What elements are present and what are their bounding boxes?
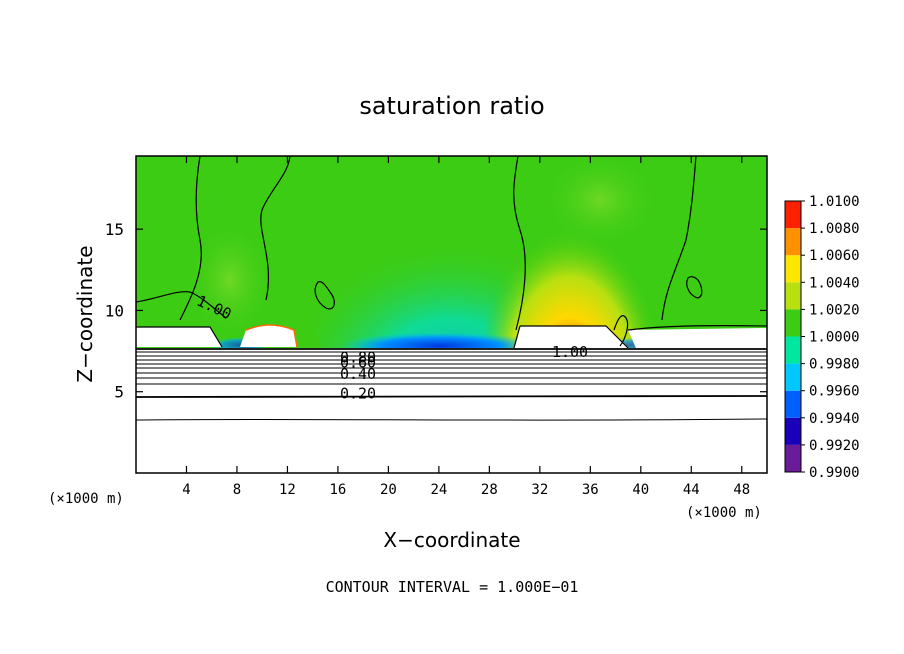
colorbar-swatch (785, 228, 801, 256)
y-tick-label: 5 (114, 383, 124, 402)
x-tick-label: 48 (733, 482, 750, 498)
lower-layer (136, 348, 767, 473)
colorbar-swatch (785, 444, 801, 472)
annotation-label: 1.00 (552, 343, 588, 361)
colorbar-label: 1.0080 (809, 221, 860, 237)
cloud-region (240, 325, 297, 347)
colorbar: 0.9900 0.9920 0.9940 0.9960 0.9980 1.0000 1.00… (784, 194, 860, 481)
y-axis-ticks: 5 10 15 (105, 220, 767, 402)
y-unit-label: (×1000 m) (686, 505, 762, 521)
x-tick-label: 16 (329, 482, 346, 498)
footer-note: CONTOUR INTERVAL = 1.000E−01 (326, 578, 579, 596)
colorbar-label: 1.0020 (809, 302, 860, 318)
contour-label: 0.20 (340, 384, 376, 402)
colorbar-label: 0.9980 (809, 357, 860, 373)
x-tick-label: 32 (531, 482, 548, 498)
contour-labels: 0.200.400.600.80 (340, 349, 376, 403)
colorbar-label: 0.9960 (809, 384, 860, 400)
x-tick-label: 20 (380, 482, 397, 498)
colorbar-swatch (785, 390, 801, 418)
colorbar-label: 1.0040 (809, 275, 860, 291)
contour-label: 0.60 (340, 353, 376, 371)
colorbar-label: 1.0000 (809, 330, 860, 346)
x-tick-label: 28 (481, 482, 498, 498)
heatmap-field (136, 156, 767, 473)
plot-frame (135, 155, 768, 474)
cloud-region (628, 328, 767, 348)
field-contours (136, 156, 767, 349)
x-unit-label: (×1000 m) (48, 491, 124, 507)
x-axis-label: X−coordinate (383, 528, 520, 552)
lightgreen-region (185, 220, 275, 340)
x-tick-label: 40 (632, 482, 649, 498)
y-tick-label: 15 (105, 220, 124, 239)
x-tick-label: 44 (683, 482, 700, 498)
y-axis-label: Z−coordinate (73, 245, 97, 382)
cloud-region (136, 327, 222, 347)
colorbar-swatch (785, 417, 801, 445)
colorbar-swatch (785, 309, 801, 337)
colorbar-label: 0.9900 (809, 465, 860, 481)
colorbar-swatch (785, 363, 801, 391)
layer-contours (136, 348, 767, 421)
x-tick-label: 36 (582, 482, 599, 498)
x-tick-label: 12 (279, 482, 296, 498)
x-tick-label: 4 (182, 482, 190, 498)
x-tick-label: 24 (430, 482, 447, 498)
colorbar-swatch (785, 255, 801, 283)
cloud-region (514, 326, 628, 348)
contour-label: 0.80 (340, 349, 376, 367)
colorbar-swatch (785, 336, 801, 364)
colorbar-label: 0.9940 (809, 411, 860, 427)
cloud-edge (245, 324, 298, 348)
y-tick-label: 10 (105, 301, 124, 320)
colorbar-swatch (785, 201, 801, 229)
chart-title: saturation ratio (359, 92, 544, 120)
colorbar-swatch (785, 282, 801, 310)
colorbar-label: 1.0060 (809, 248, 860, 264)
colorbar-label: 0.9920 (809, 438, 860, 454)
x-axis-ticks: 4 8 12 16 20 24 28 32 36 40 44 48 (182, 156, 750, 498)
contour-label: 0.40 (340, 365, 376, 383)
x-tick-label: 8 (233, 482, 241, 498)
colorbar-label: 1.0100 (809, 194, 860, 210)
